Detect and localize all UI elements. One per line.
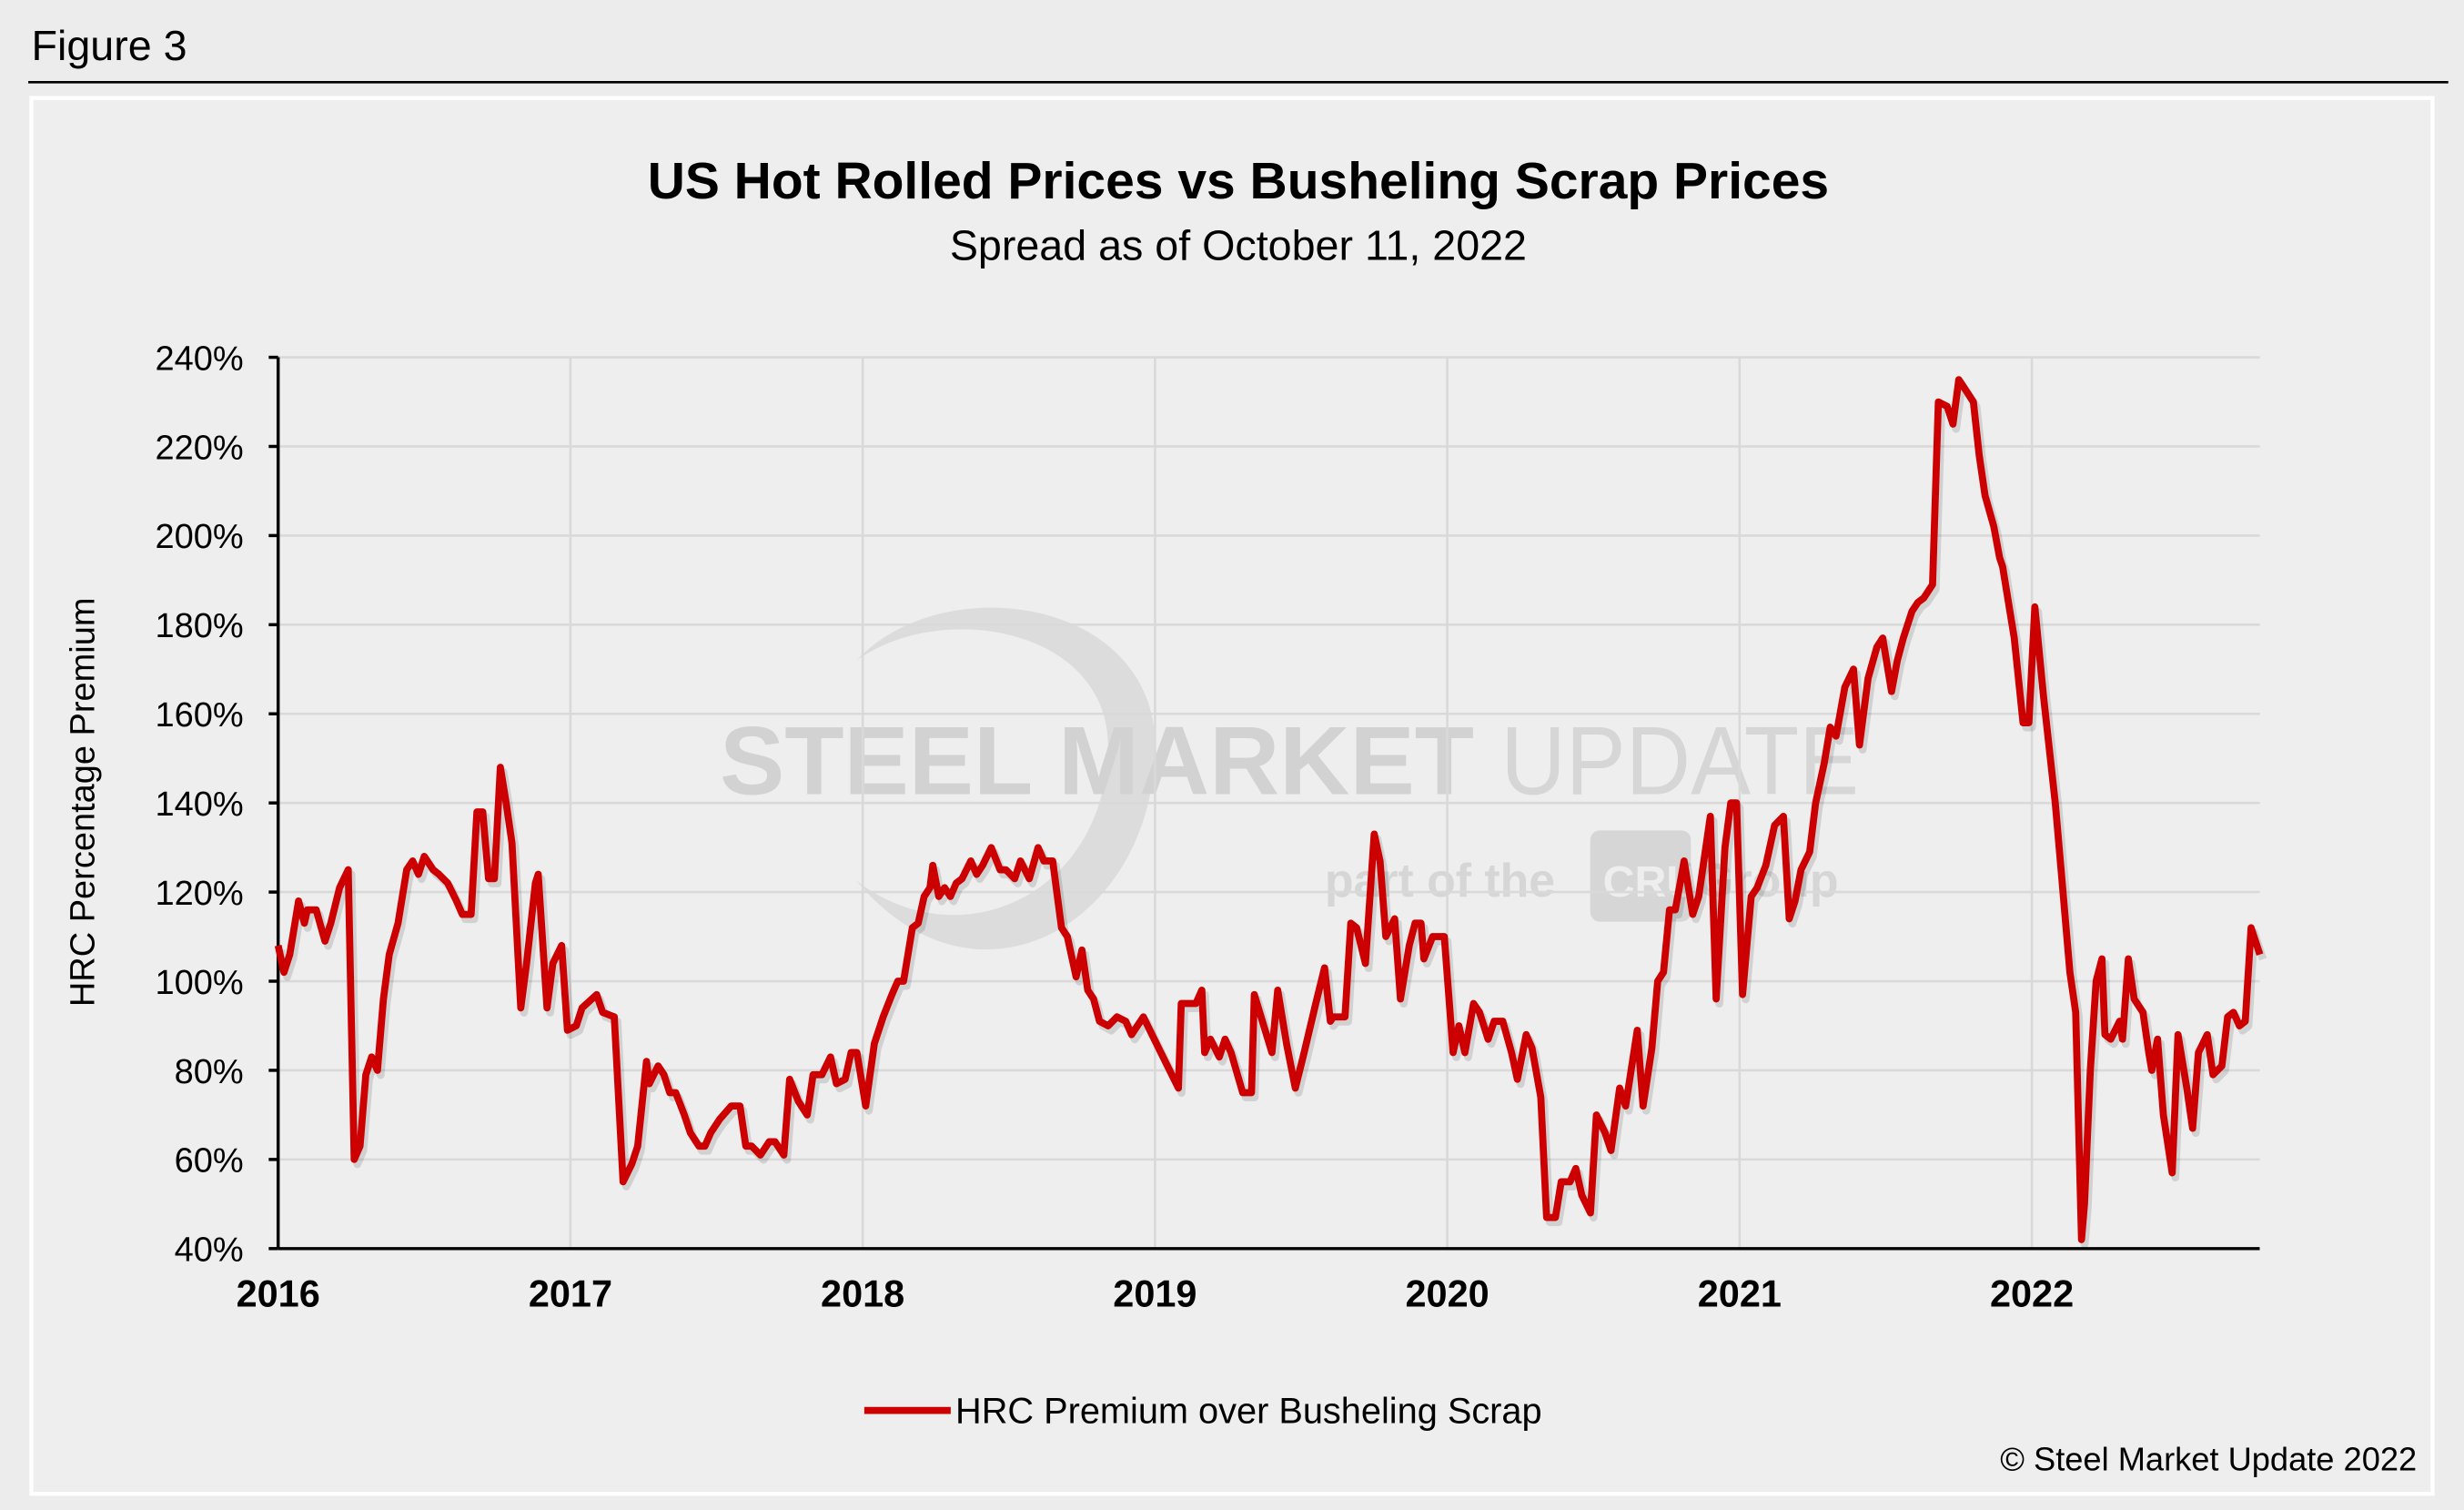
- watermark-brand-light: UPDATE: [1500, 706, 1859, 816]
- watermark-cru-logo-icon: [1590, 830, 1691, 922]
- x-tick-label: 2016: [237, 1272, 320, 1315]
- series-line-hrc-premium: [274, 376, 2264, 1243]
- x-axis-ticks: 2016 2017 2018 2019 2020 2021 2022: [237, 1272, 2075, 1315]
- y-tick-label: 160%: [156, 696, 244, 735]
- y-axis-label: HRC Percentage Premium: [65, 597, 103, 1007]
- y-tick-label: 220%: [156, 429, 244, 467]
- chart-title: US Hot Rolled Prices vs Busheling Scrap …: [648, 152, 1829, 210]
- y-axis-ticks: 40% 60% 80% 100% 120% 140% 160% 180% 200% 220% 240…: [156, 339, 278, 1270]
- x-tick-label: 2021: [1698, 1272, 1782, 1315]
- figure-label: Figure 3: [32, 22, 187, 69]
- x-tick-label: 2019: [1113, 1272, 1197, 1315]
- y-tick-label: 180%: [156, 607, 244, 645]
- y-tick-label: 120%: [156, 875, 244, 913]
- y-tick-label: 60%: [175, 1142, 244, 1181]
- y-tick-label: 240%: [156, 339, 244, 378]
- copyright: © Steel Market Update 2022: [2000, 1440, 2417, 1477]
- y-tick-label: 140%: [156, 785, 244, 824]
- legend: HRC Premium over Busheling Scrap: [863, 1391, 1542, 1431]
- y-tick-label: 200%: [156, 518, 244, 556]
- chart-subtitle: Spread as of October 11, 2022: [950, 221, 1527, 269]
- x-tick-label: 2022: [1990, 1272, 2074, 1315]
- x-tick-label: 2020: [1406, 1272, 1490, 1315]
- y-tick-label: 40%: [175, 1231, 244, 1270]
- y-tick-label: 80%: [175, 1053, 244, 1091]
- watermark-swoosh-icon: [856, 607, 1156, 950]
- gridlines: [278, 356, 2260, 1249]
- watermark-brand-bold: STEEL MARKET: [720, 706, 1474, 816]
- x-tick-label: 2017: [529, 1272, 612, 1315]
- legend-label: HRC Premium over Busheling Scrap: [955, 1391, 1542, 1431]
- y-tick-label: 100%: [156, 964, 244, 1002]
- watermark-tagline: part of the: [1325, 854, 1555, 907]
- x-tick-label: 2018: [821, 1272, 904, 1315]
